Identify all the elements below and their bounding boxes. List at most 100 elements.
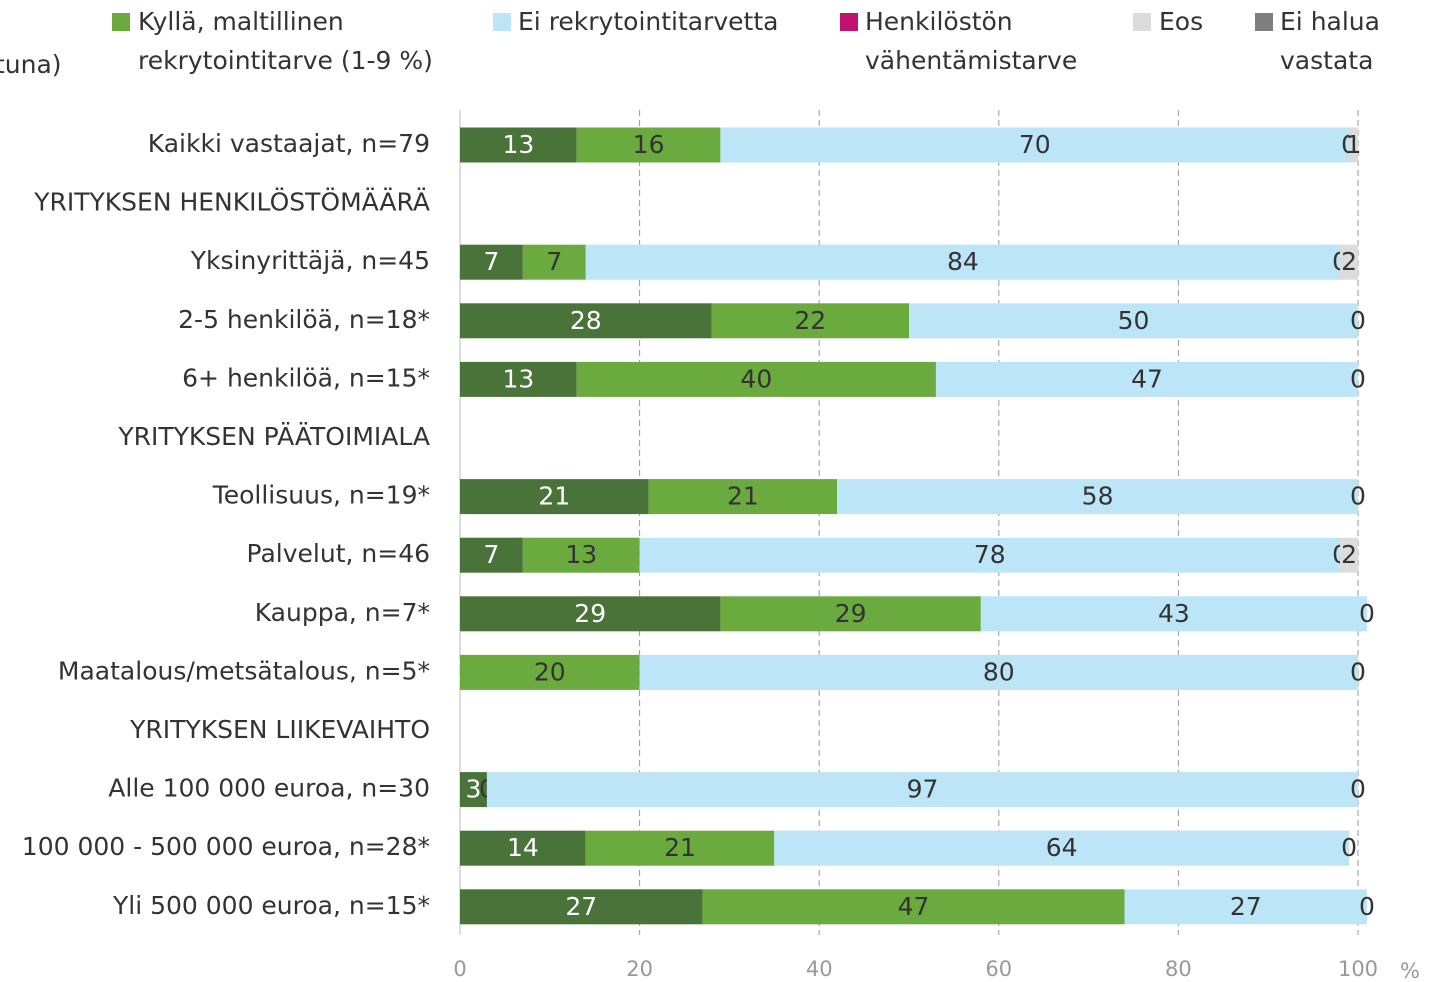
bar-segment (460, 889, 703, 925)
category-label: 6+ henkilöä, n=15* (182, 363, 430, 392)
data-label: 0 (1350, 482, 1366, 511)
bar-segment (702, 889, 1125, 925)
legend-label: Henkilöstön vähentämistarve (865, 7, 1078, 75)
data-label: 13 (502, 364, 534, 393)
data-label: 50 (1118, 306, 1150, 335)
bar-segment (837, 479, 1358, 515)
bar-segment (1349, 127, 1358, 163)
data-label: 2 (1341, 540, 1357, 569)
bar-segment (585, 244, 1341, 280)
data-label: 13 (502, 130, 534, 159)
bar-segment (576, 361, 936, 397)
legend-label: tuna) (0, 50, 62, 79)
bar-segment (720, 596, 981, 632)
legend-swatch (840, 13, 858, 31)
category-label: Palvelut, n=46 (247, 539, 430, 568)
data-label: 2 (1341, 247, 1357, 276)
data-label: 7 (546, 247, 562, 276)
bar-segment (774, 830, 1350, 866)
data-label: 58 (1082, 482, 1114, 511)
bar-segment (460, 772, 487, 808)
data-label: 0 (1350, 657, 1366, 686)
bar-segment (980, 596, 1367, 632)
data-label: 21 (727, 482, 759, 511)
category-label: YRITYKSEN LIIKEVAIHTO (129, 715, 430, 744)
category-label: Yli 500 000 euroa, n=15* (112, 891, 430, 920)
legend-label: Eos (1159, 7, 1204, 36)
bar-segment (935, 361, 1358, 397)
data-label: 64 (1046, 833, 1078, 862)
data-label: 47 (898, 892, 930, 921)
bar-segment (711, 303, 909, 339)
x-tick-label: 60 (985, 957, 1012, 981)
data-label: 7 (483, 247, 499, 276)
bar-segment (460, 654, 640, 690)
category-label: 100 000 - 500 000 euroa, n=28* (22, 832, 430, 861)
bar-segment (639, 654, 1358, 690)
bar-segment (1340, 537, 1358, 573)
data-label: 28 (570, 306, 602, 335)
bar-segment (648, 479, 838, 515)
legend-label: Kyllä, maltillinen rekrytointitarve (1-9… (138, 7, 433, 75)
data-label: 0 (1350, 775, 1366, 804)
data-label: 1 (1346, 130, 1362, 159)
data-label: 43 (1158, 599, 1190, 628)
bar-segment (460, 244, 523, 280)
data-label: 21 (664, 833, 696, 862)
data-label: 27 (565, 892, 597, 921)
bar-segment (486, 772, 1358, 808)
data-label: 3 (466, 775, 482, 804)
data-label: 84 (947, 247, 979, 276)
bar-segment (1340, 244, 1358, 280)
bar-segment (720, 127, 1350, 163)
category-label: Kaikki vastaajat, n=79 (148, 129, 430, 158)
category-label: 2-5 henkilöä, n=18* (178, 305, 430, 334)
bar-segment (460, 303, 712, 339)
x-tick-label: 80 (1165, 957, 1192, 981)
legend-swatch (1133, 13, 1151, 31)
bar-segment (639, 537, 1341, 573)
legend-swatch (1255, 13, 1273, 31)
data-label: 80 (983, 657, 1015, 686)
category-label: Teollisuus, n=19* (212, 481, 430, 510)
data-label: 0 (1350, 364, 1366, 393)
category-label: YRITYKSEN HENKILÖSTÖMÄÄRÄ (33, 188, 430, 217)
data-label: 7 (483, 540, 499, 569)
legend-label: Ei halua vastata (1280, 7, 1380, 75)
data-label: 47 (1131, 364, 1163, 393)
bar-segment (522, 537, 640, 573)
bar-segment (460, 596, 721, 632)
legend-swatch (112, 13, 130, 31)
data-label: 13 (565, 540, 597, 569)
category-label: Yksinyrittäjä, n=45 (190, 246, 430, 275)
x-axis-label: % (1400, 959, 1420, 982)
data-label: 14 (507, 833, 539, 862)
data-label: 27 (1230, 892, 1262, 921)
bar-segment (460, 479, 649, 515)
data-label: 29 (835, 599, 867, 628)
data-label: 40 (740, 364, 772, 393)
data-label: 0 (1359, 892, 1375, 921)
data-label: 97 (907, 775, 939, 804)
bar-segment (576, 127, 721, 163)
bar-segment (522, 244, 586, 280)
x-tick-label: 100 (1338, 957, 1378, 981)
bar-segment (460, 361, 577, 397)
data-label: 78 (974, 540, 1006, 569)
x-tick-label: 0 (453, 957, 466, 981)
bar-segment (585, 830, 775, 866)
data-label: 70 (1019, 130, 1051, 159)
data-label: 0 (1359, 599, 1375, 628)
bar-segment (460, 127, 577, 163)
category-label: YRITYKSEN PÄÄTOIMIALA (117, 422, 430, 451)
x-tick-label: 20 (626, 957, 653, 981)
data-label: 21 (538, 482, 570, 511)
data-label: 0 (1350, 306, 1366, 335)
category-label: Maatalous/metsätalous, n=5* (58, 656, 430, 685)
data-label: 0 (1341, 833, 1357, 862)
legend-label: Ei rekrytointitarvetta (518, 7, 779, 36)
data-label: 20 (534, 657, 566, 686)
category-label: Kauppa, n=7* (255, 598, 430, 627)
